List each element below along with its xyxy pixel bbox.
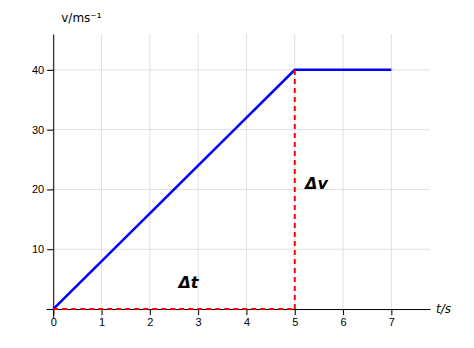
y-tick-label: 20 bbox=[32, 183, 44, 195]
y-tick: 20 bbox=[32, 183, 53, 195]
grid-line-x bbox=[246, 34, 247, 318]
y-tick-mark bbox=[47, 70, 53, 71]
y-tick-label: 40 bbox=[32, 64, 44, 76]
x-tick-label: 1 bbox=[99, 316, 105, 328]
annotation: Δv bbox=[303, 174, 328, 193]
x-tick: 4 bbox=[244, 309, 250, 328]
x-tick: 7 bbox=[389, 309, 395, 328]
x-tick: 6 bbox=[340, 309, 346, 328]
grid-line-y bbox=[46, 129, 430, 130]
x-tick: 5 bbox=[292, 309, 298, 328]
grid-line-y bbox=[46, 189, 430, 190]
x-tick: 3 bbox=[196, 309, 202, 328]
x-tick-label: 4 bbox=[244, 316, 250, 328]
grid-line-x bbox=[53, 34, 54, 318]
chart: 0123456710203040ΔtΔvv/ms⁻¹t/s bbox=[0, 0, 474, 348]
y-axis: 10 20 30 40 bbox=[32, 35, 54, 319]
x-tick-label: 3 bbox=[196, 316, 202, 328]
x-tick-label: 2 bbox=[147, 316, 153, 328]
grid-line-x bbox=[343, 34, 344, 318]
x-tick-label: 6 bbox=[340, 316, 346, 328]
y-tick-mark bbox=[47, 189, 53, 190]
grid-line-x bbox=[391, 34, 392, 318]
x-tick-mark bbox=[343, 309, 344, 315]
y-tick: 10 bbox=[32, 243, 53, 255]
y-tick-mark bbox=[47, 130, 53, 131]
x-axis: 01234567 bbox=[47, 309, 431, 328]
grid-line-y bbox=[46, 249, 430, 250]
x-tick-mark bbox=[150, 309, 151, 315]
y-tick: 40 bbox=[32, 64, 53, 76]
x-tick: 1 bbox=[99, 309, 105, 328]
y-tick-mark bbox=[47, 249, 53, 250]
y-tick: 30 bbox=[32, 124, 53, 136]
grid-line-x bbox=[149, 34, 150, 318]
dashed-line bbox=[53, 308, 295, 310]
x-tick-label: 5 bbox=[292, 316, 298, 328]
x-tick-mark bbox=[391, 309, 392, 315]
y-tick-label: 30 bbox=[32, 124, 44, 136]
y-tick-label: 10 bbox=[32, 243, 44, 255]
grid-line-x bbox=[101, 34, 102, 318]
x-axis-label: t/s bbox=[436, 302, 451, 316]
annotation: Δt bbox=[176, 273, 199, 292]
x-axis-line bbox=[47, 309, 431, 310]
x-tick: 2 bbox=[147, 309, 153, 328]
line bbox=[53, 70, 391, 309]
plot-area bbox=[53, 70, 391, 309]
grid-line-x bbox=[294, 34, 295, 318]
x-tick-mark bbox=[295, 309, 296, 315]
grid bbox=[46, 34, 430, 318]
dashed-line bbox=[294, 70, 296, 309]
x-tick-label: 7 bbox=[389, 316, 395, 328]
y-axis-line bbox=[53, 35, 54, 319]
y-axis-label: v/ms⁻¹ bbox=[61, 11, 101, 25]
